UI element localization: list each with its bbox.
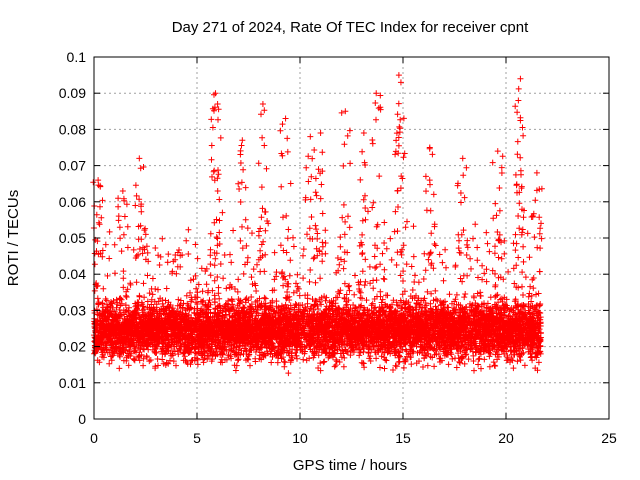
x-tick-labels: 0 5 10 15 20 25 — [90, 430, 617, 446]
spike-points — [369, 92, 384, 249]
x-axis-label: GPS time / hours — [293, 457, 407, 474]
data-points — [90, 72, 545, 377]
y-tick-label: 0.03 — [59, 302, 86, 318]
x-tick-label: 15 — [395, 430, 411, 446]
spike-points — [132, 164, 148, 258]
axis-ticks — [93, 56, 610, 420]
x-tick-label: 25 — [601, 430, 617, 446]
spike-points — [312, 149, 329, 246]
plot-frame — [93, 56, 610, 420]
x-tick-label: 10 — [292, 430, 308, 446]
y-tick-label: 0.09 — [59, 85, 86, 101]
peak-point — [533, 169, 540, 176]
peak-point — [373, 90, 380, 97]
peak-point — [517, 75, 524, 82]
spike-points — [209, 104, 226, 257]
peak-point — [426, 144, 433, 151]
peak-point — [212, 90, 219, 97]
peak-point — [342, 108, 349, 115]
chart-title: Day 271 of 2024, Rate Of TEC Index for r… — [172, 19, 529, 36]
spike-points — [513, 85, 527, 247]
y-tick-label: 0.07 — [59, 158, 86, 174]
spike-points — [489, 153, 506, 250]
spike-points — [392, 111, 409, 256]
peak-point — [119, 187, 126, 194]
peak-point — [459, 155, 466, 162]
y-tick-label: 0 — [78, 411, 86, 427]
y-tick-labels: 0 0.01 0.02 0.03 0.04 0.05 0.06 0.07 0.08 0.09 0.1 — [59, 49, 86, 427]
spike-points — [356, 148, 371, 258]
peak-point — [214, 101, 221, 108]
y-tick-label: 0.1 — [67, 49, 87, 65]
x-tick-label: 0 — [90, 430, 98, 446]
spike-points — [337, 109, 354, 256]
peak-point — [397, 79, 404, 86]
peak-point — [360, 130, 367, 137]
y-tick-label: 0.06 — [59, 194, 86, 210]
peak-point — [282, 115, 289, 122]
peak-point — [494, 148, 501, 155]
spike-points — [422, 145, 438, 257]
spike-points — [277, 121, 294, 256]
spike-points — [302, 147, 319, 242]
peak-point — [317, 130, 324, 137]
y-tick-label: 0.02 — [59, 339, 86, 355]
x-tick-label: 20 — [498, 430, 514, 446]
peak-point — [307, 133, 314, 140]
spike-points — [454, 164, 470, 258]
grid-lines — [94, 57, 609, 419]
peak-point — [95, 177, 102, 184]
spike-points — [529, 185, 545, 251]
x-tick-label: 5 — [193, 430, 201, 446]
y-tick-label: 0.04 — [59, 266, 86, 282]
peak-point — [395, 72, 402, 79]
spike-points — [235, 142, 249, 252]
y-axis-label: ROTI / TECUs — [5, 190, 22, 286]
peak-point — [259, 101, 266, 108]
scatter-cloud — [91, 214, 544, 377]
spike-points — [512, 103, 527, 250]
spike-points — [391, 100, 405, 258]
spike-points — [255, 107, 271, 258]
peak-point — [136, 155, 143, 162]
peak-point — [239, 137, 246, 144]
y-tick-label: 0.08 — [59, 121, 86, 137]
y-tick-label: 0.05 — [59, 230, 86, 246]
y-tick-label: 0.01 — [59, 375, 86, 391]
spike-points — [115, 195, 131, 255]
peak-point — [515, 97, 522, 104]
